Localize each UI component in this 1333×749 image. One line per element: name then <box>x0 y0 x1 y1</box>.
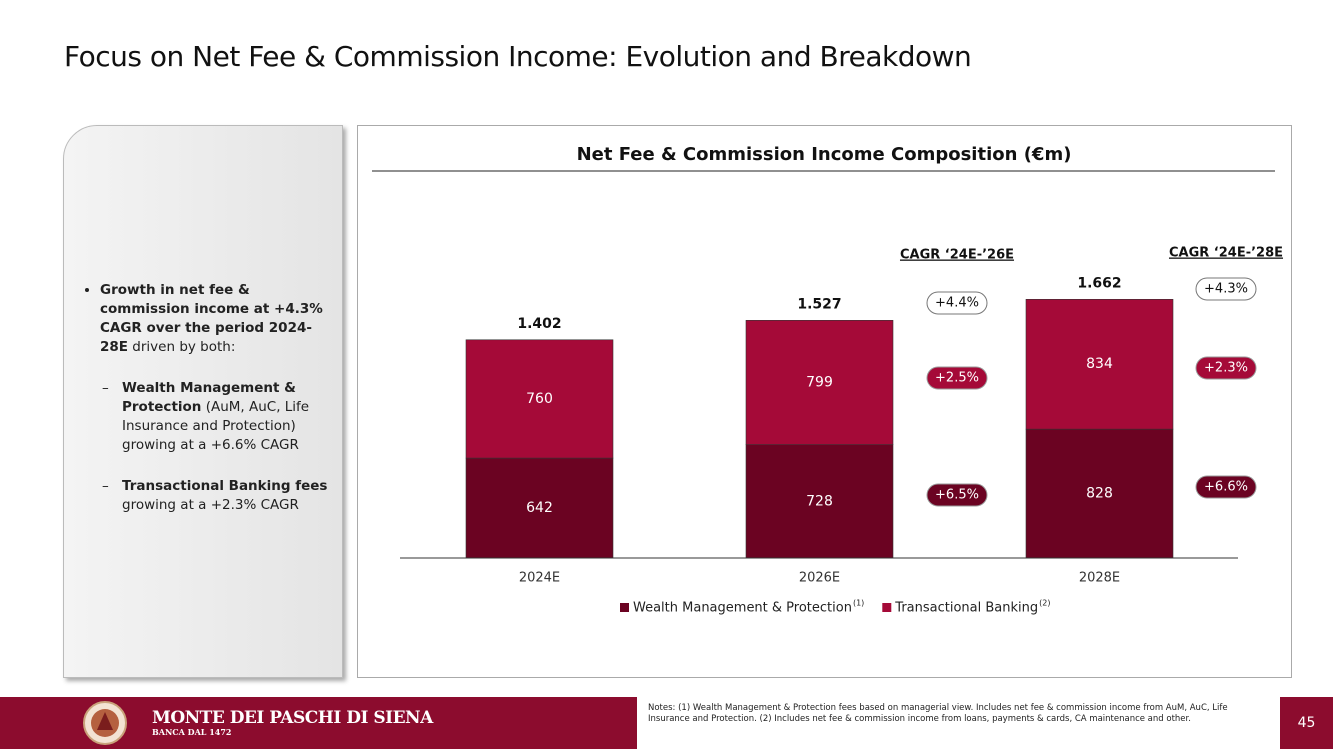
bar-segment <box>745 444 894 559</box>
bar-segment <box>1025 299 1174 430</box>
cagr-header: CAGR ‘24E-’26E <box>900 248 1014 263</box>
sub-rest: growing at a +2.3% CAGR <box>122 497 299 513</box>
sidebar-text: Growth in net fee & commission income at… <box>84 281 329 515</box>
bar-segment <box>1025 428 1174 559</box>
total-label: 1.662 <box>1077 275 1121 291</box>
sub-bold: Wealth Management & Protection <box>122 380 296 415</box>
legend-ref: (2) <box>1039 599 1050 608</box>
bar-segment <box>465 339 614 459</box>
cagr-header: CAGR ‘24E-’28E <box>1169 246 1283 261</box>
cagr-pill <box>1195 356 1257 380</box>
cagr-series: +6.5% <box>935 488 979 503</box>
cagr-total: +4.4% <box>935 296 979 311</box>
cagr-pill <box>926 483 988 507</box>
segment-label: 799 <box>806 375 833 391</box>
bar-segment <box>465 457 614 559</box>
x-tick-label: 2024E <box>519 571 560 586</box>
bar-segment <box>745 320 894 445</box>
segment-label: 728 <box>806 493 833 509</box>
x-tick-label: 2026E <box>799 571 840 586</box>
legend-ref: (1) <box>853 599 864 608</box>
segment-label: 760 <box>526 391 553 407</box>
bullet-rest: driven by both: <box>128 339 236 355</box>
chart-title: Net Fee & Commission Income Composition … <box>577 144 1072 165</box>
cagr-pill <box>926 366 988 390</box>
cagr-series: +6.6% <box>1204 480 1248 495</box>
tagline: BANCA DAL 1472 <box>152 727 232 737</box>
cagr-pill <box>1195 475 1257 499</box>
segment-label: 642 <box>526 500 553 516</box>
logo <box>83 701 127 745</box>
bullet-bold: Growth in net fee & commission income at… <box>100 282 323 355</box>
chart: Net Fee & Commission Income Composition … <box>372 144 1283 616</box>
legend-label: Wealth Management & Protection <box>633 601 852 616</box>
total-label: 1.527 <box>797 296 841 312</box>
total-label: 1.402 <box>517 316 561 332</box>
legend-swatch <box>882 603 892 612</box>
cagr-pill <box>926 291 988 315</box>
sub-item: Transactional Banking fees growing at a … <box>102 477 329 515</box>
segment-label: 834 <box>1086 356 1113 372</box>
cagr-series: +2.3% <box>1204 361 1248 376</box>
x-tick-label: 2028E <box>1079 571 1120 586</box>
sub-bold: Transactional Banking fees <box>122 478 328 494</box>
sub-rest: (AuM, AuC, Life Insurance and Protection… <box>122 399 310 453</box>
chart-frame <box>357 125 1292 678</box>
segment-label: 828 <box>1086 486 1113 502</box>
notes: Notes: (1) Wealth Management & Protectio… <box>648 703 1228 724</box>
brand: MONTE DEI PASCHI DI SIENA <box>152 708 433 728</box>
bullet: Growth in net fee & commission income at… <box>100 281 329 357</box>
cagr-series: +2.5% <box>935 371 979 386</box>
slide-title: Focus on Net Fee & Commission Income: Ev… <box>64 40 972 73</box>
page-number: 45 <box>1280 697 1333 749</box>
legend-swatch <box>620 603 629 612</box>
cagr-pill <box>1195 277 1257 301</box>
legend-label: Transactional Banking <box>894 601 1038 616</box>
sidebar: Growth in net fee & commission income at… <box>63 125 343 678</box>
cagr-total: +4.3% <box>1204 282 1248 297</box>
sub-item: Wealth Management & Protection (AuM, AuC… <box>102 379 329 455</box>
